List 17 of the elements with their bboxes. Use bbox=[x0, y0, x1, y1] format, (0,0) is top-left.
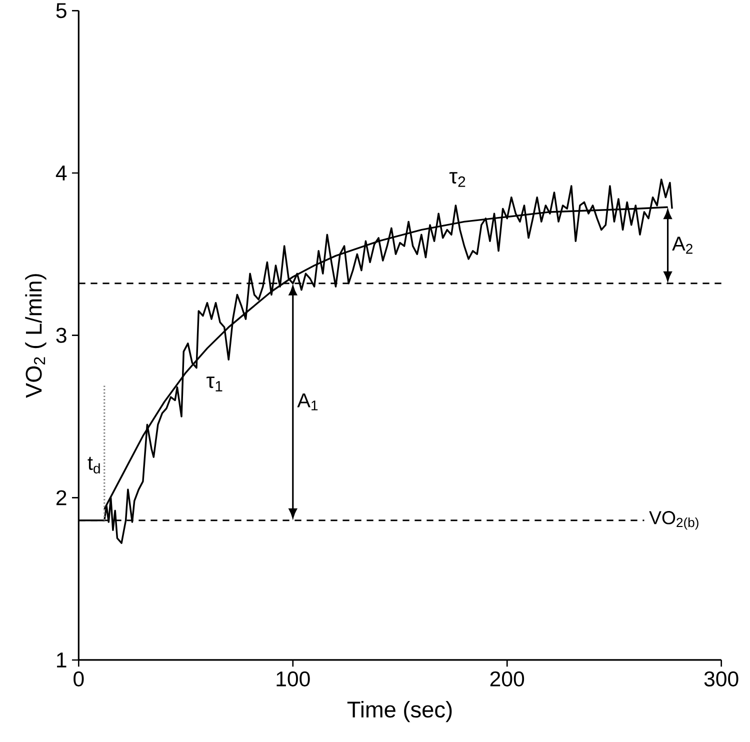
y-tick-label: 2 bbox=[56, 490, 66, 506]
annotation: A$_{2}$ bbox=[672, 236, 692, 254]
x-axis-title: Time (sec) bbox=[347, 700, 452, 722]
ref-line-label: VO$_{2(b)}$ bbox=[649, 511, 698, 530]
y-axis-title: VO$_{2}$ ( L/min) bbox=[25, 274, 46, 398]
y-tick-label: 4 bbox=[56, 166, 67, 180]
y-tick-label: 5 bbox=[56, 3, 66, 18]
x-tick-label: 0 bbox=[74, 671, 84, 686]
x-tick-label: 300 bbox=[704, 671, 738, 686]
ref-line-label: t$_{d}$ bbox=[88, 456, 100, 474]
x-tick-label: 100 bbox=[276, 671, 310, 686]
x-tick-label: 200 bbox=[490, 671, 524, 686]
annotation: τ$_{2}$ bbox=[449, 172, 466, 187]
annotation: τ$_{1}$ bbox=[206, 376, 222, 392]
y-tick-label: 1 bbox=[57, 652, 66, 668]
y-tick-label: 3 bbox=[56, 328, 66, 343]
annotation: A$_{1}$ bbox=[297, 393, 318, 410]
